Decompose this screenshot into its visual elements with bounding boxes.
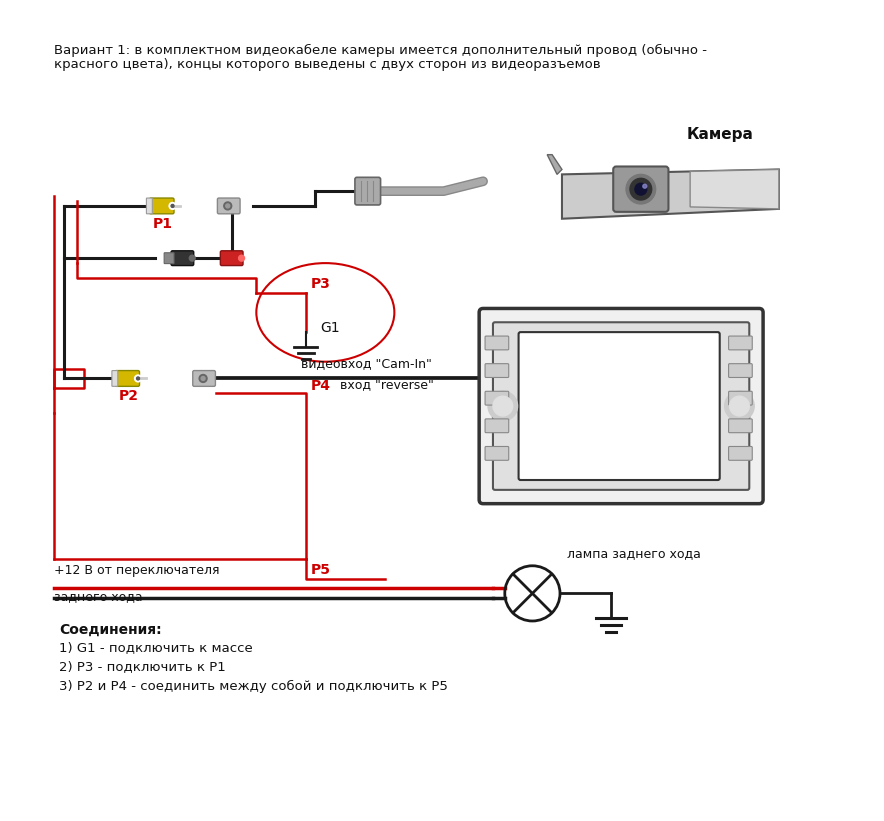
Text: видеовход "Cam-In": видеовход "Cam-In" [301,358,431,370]
Circle shape [626,174,656,204]
Circle shape [189,255,195,261]
Text: P5: P5 [310,562,331,576]
Text: 2) P3 - подключить к P1: 2) P3 - подключить к P1 [59,660,226,673]
FancyBboxPatch shape [485,364,508,378]
FancyBboxPatch shape [728,419,752,433]
Text: P1: P1 [153,217,172,231]
FancyBboxPatch shape [217,198,240,213]
Text: Соединения:: Соединения: [59,623,162,637]
FancyBboxPatch shape [519,333,720,480]
FancyBboxPatch shape [728,336,752,350]
Circle shape [134,375,141,382]
Text: P2: P2 [118,389,138,403]
FancyBboxPatch shape [493,323,750,490]
Circle shape [643,184,647,188]
Circle shape [729,397,750,416]
Text: лампа заднего хода: лампа заднего хода [567,548,701,561]
FancyBboxPatch shape [164,253,174,264]
Circle shape [493,397,513,416]
Circle shape [725,392,754,421]
Text: P4: P4 [310,379,331,393]
Circle shape [225,204,230,208]
Circle shape [635,183,647,195]
FancyBboxPatch shape [220,250,243,265]
Circle shape [630,178,652,200]
FancyBboxPatch shape [485,336,508,350]
Text: Вариант 1: в комплектном видеокабеле камеры имеется дополнительный провод (обычн: Вариант 1: в комплектном видеокабеле кам… [54,44,707,57]
FancyBboxPatch shape [485,419,508,433]
FancyBboxPatch shape [115,370,140,387]
Circle shape [202,377,205,380]
FancyBboxPatch shape [485,392,508,405]
Text: красного цвета), концы которого выведены с двух сторон из видеоразъемов: красного цвета), концы которого выведены… [54,58,601,71]
Text: P3: P3 [310,277,331,291]
Circle shape [169,203,176,209]
FancyBboxPatch shape [147,198,152,213]
FancyBboxPatch shape [171,250,194,265]
Text: G1: G1 [320,321,340,335]
FancyBboxPatch shape [485,447,508,461]
Text: 1) G1 - подключить к массе: 1) G1 - подключить к массе [59,640,253,654]
FancyBboxPatch shape [193,370,216,387]
FancyBboxPatch shape [354,177,380,205]
Text: заднего хода: заднего хода [54,590,143,603]
Circle shape [199,374,207,383]
Text: вход "reverse": вход "reverse" [340,378,434,392]
FancyBboxPatch shape [479,309,763,503]
Circle shape [488,392,518,421]
FancyBboxPatch shape [728,392,752,405]
FancyBboxPatch shape [149,198,174,213]
Circle shape [136,377,140,380]
Polygon shape [547,154,562,174]
Text: 3) P2 и P4 - соединить между собой и подключить к P5: 3) P2 и P4 - соединить между собой и под… [59,680,448,693]
Polygon shape [562,169,779,218]
FancyBboxPatch shape [728,364,752,378]
FancyBboxPatch shape [613,167,668,212]
Polygon shape [690,169,779,209]
Text: +12 В от переключателя: +12 В от переключателя [54,564,220,576]
Text: Магнитола: Магнитола [579,399,659,413]
FancyBboxPatch shape [112,370,118,387]
Circle shape [171,204,174,208]
Text: Камера: Камера [686,127,753,142]
Circle shape [239,255,245,261]
Circle shape [224,202,232,210]
FancyBboxPatch shape [728,447,752,461]
